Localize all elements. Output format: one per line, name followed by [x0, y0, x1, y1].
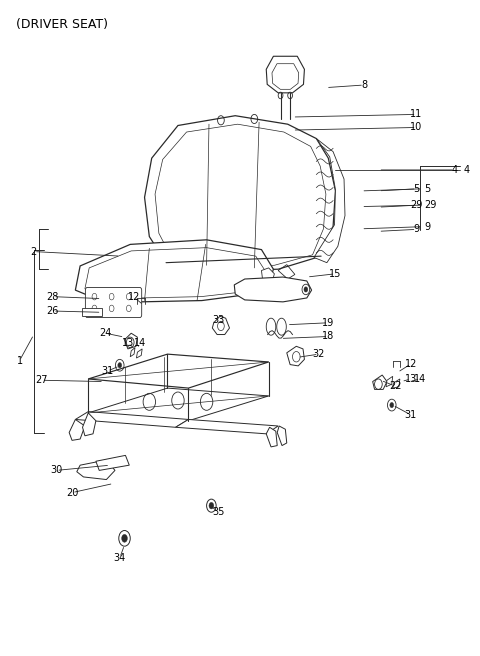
Text: 2: 2 — [31, 247, 37, 256]
Text: 30: 30 — [50, 465, 62, 476]
Circle shape — [121, 535, 127, 543]
Text: 19: 19 — [322, 318, 335, 328]
Text: 24: 24 — [99, 328, 112, 338]
Text: 28: 28 — [47, 292, 59, 302]
Text: 9: 9 — [413, 224, 420, 234]
Polygon shape — [266, 427, 277, 447]
Text: 22: 22 — [389, 381, 401, 391]
Polygon shape — [212, 316, 229, 335]
Text: 32: 32 — [312, 349, 325, 359]
Text: 4: 4 — [463, 165, 469, 175]
Polygon shape — [262, 268, 275, 282]
Text: 12: 12 — [128, 293, 140, 302]
Circle shape — [118, 363, 121, 368]
Text: 14: 14 — [133, 338, 146, 348]
Polygon shape — [83, 413, 96, 436]
Text: 18: 18 — [322, 331, 335, 342]
Polygon shape — [372, 375, 387, 390]
Polygon shape — [96, 455, 129, 470]
Text: 8: 8 — [361, 80, 367, 90]
Polygon shape — [77, 460, 115, 480]
Text: 10: 10 — [410, 123, 423, 133]
Text: 26: 26 — [47, 306, 59, 316]
Text: 1: 1 — [16, 356, 23, 365]
Text: 31: 31 — [101, 366, 113, 376]
Circle shape — [209, 502, 214, 509]
Polygon shape — [136, 349, 142, 358]
Text: 29: 29 — [424, 200, 437, 210]
Text: 20: 20 — [66, 487, 78, 498]
Text: 27: 27 — [36, 375, 48, 385]
Polygon shape — [277, 426, 287, 445]
Polygon shape — [234, 277, 312, 302]
Polygon shape — [314, 138, 345, 262]
Polygon shape — [144, 115, 336, 270]
Polygon shape — [287, 346, 304, 366]
Polygon shape — [75, 411, 189, 427]
Polygon shape — [124, 333, 137, 349]
Text: 31: 31 — [405, 410, 417, 420]
Text: 29: 29 — [410, 200, 423, 210]
Polygon shape — [130, 348, 135, 357]
Text: 15: 15 — [329, 269, 342, 279]
Text: 11: 11 — [410, 110, 423, 119]
Polygon shape — [88, 354, 269, 388]
Polygon shape — [82, 308, 102, 316]
FancyBboxPatch shape — [85, 287, 142, 318]
Polygon shape — [75, 240, 274, 302]
Text: 5: 5 — [424, 184, 431, 194]
Text: 13: 13 — [405, 374, 417, 384]
Text: 5: 5 — [413, 184, 420, 194]
Text: 12: 12 — [405, 359, 417, 369]
Text: 14: 14 — [414, 374, 427, 384]
Text: 9: 9 — [424, 222, 431, 232]
Text: 4: 4 — [452, 165, 458, 175]
Polygon shape — [69, 419, 85, 440]
Polygon shape — [386, 377, 393, 387]
Text: (DRIVER SEAT): (DRIVER SEAT) — [16, 18, 108, 31]
Text: 34: 34 — [114, 553, 126, 563]
Circle shape — [304, 287, 308, 292]
Circle shape — [390, 403, 394, 407]
Polygon shape — [176, 419, 278, 434]
Polygon shape — [393, 379, 400, 388]
Text: 35: 35 — [212, 507, 225, 517]
Polygon shape — [88, 388, 269, 420]
Text: 33: 33 — [212, 314, 225, 325]
Text: 13: 13 — [122, 338, 134, 348]
